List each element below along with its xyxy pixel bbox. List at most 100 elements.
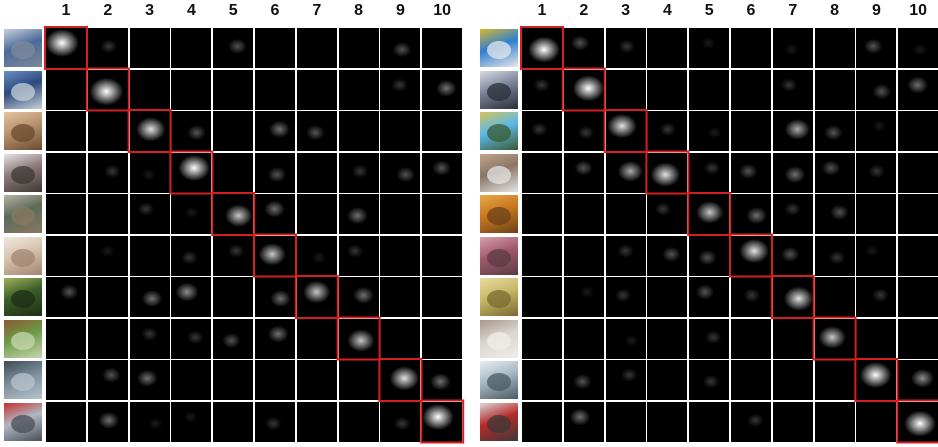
saliency-cell <box>213 318 254 359</box>
saliency-cell <box>647 360 688 400</box>
saliency-cell <box>898 401 938 442</box>
saliency-cell <box>380 277 421 317</box>
saliency-cell <box>814 235 855 276</box>
saliency-cell <box>296 360 337 400</box>
saliency-cell <box>563 360 604 400</box>
saliency-cell <box>689 401 730 442</box>
saliency-cell <box>689 152 730 193</box>
saliency-cell <box>296 28 337 68</box>
saliency-cell <box>129 318 170 359</box>
saliency-cell <box>213 235 254 276</box>
saliency-cell <box>87 194 128 234</box>
saliency-cell <box>87 401 128 442</box>
highlight-box <box>896 399 938 444</box>
saliency-cell <box>731 152 771 193</box>
saliency-cell <box>856 235 897 276</box>
car-photo <box>480 70 518 109</box>
saliency-cell <box>46 28 86 68</box>
saliency-cell <box>563 152 604 193</box>
saliency-cell <box>171 194 212 234</box>
diagonal-highlight <box>520 26 938 444</box>
saliency-cell <box>422 277 463 317</box>
saliency-cell <box>422 194 463 234</box>
saliency-cell <box>647 152 688 193</box>
saliency-cell <box>171 111 212 151</box>
saliency-cell <box>898 277 938 317</box>
column-label: 7 <box>788 2 798 19</box>
dog-photo <box>480 236 518 275</box>
saliency-cell <box>898 28 938 68</box>
saliency-cell <box>87 235 128 276</box>
saliency-cell <box>856 111 897 151</box>
saliency-cell <box>213 28 254 68</box>
saliency-cell <box>129 28 170 68</box>
saliency-cell <box>46 152 86 193</box>
column-label: 9 <box>871 2 881 19</box>
saliency-cell <box>731 69 771 110</box>
saliency-cell <box>898 235 938 276</box>
saliency-cell <box>605 28 646 68</box>
highlight-box <box>729 233 773 278</box>
highlight-box <box>294 275 339 319</box>
column-label: 2 <box>103 2 113 19</box>
saliency-cell <box>46 360 86 400</box>
saliency-cell <box>255 194 295 234</box>
saliency-cell <box>856 360 897 400</box>
saliency-cell <box>129 277 170 317</box>
saliency-cell <box>255 152 295 193</box>
saliency-cell <box>605 277 646 317</box>
deer-photo <box>480 195 518 233</box>
saliency-cell <box>772 277 813 317</box>
saliency-cell <box>46 111 86 151</box>
saliency-cell <box>522 194 562 234</box>
saliency-cell <box>296 277 337 317</box>
saliency-cell <box>814 194 855 234</box>
saliency-cell <box>380 194 421 234</box>
highlight-box <box>854 358 899 402</box>
saliency-cell <box>856 277 897 317</box>
highlight-box <box>85 67 130 112</box>
saliency-cell <box>772 194 813 234</box>
saliency-cell <box>213 277 254 317</box>
bird-photo <box>480 112 518 150</box>
highlight-box <box>520 26 564 70</box>
saliency-cell <box>522 111 562 151</box>
saliency-cell <box>296 235 337 276</box>
highlight-box <box>687 192 732 236</box>
saliency-cell <box>129 360 170 400</box>
highlight-box <box>378 358 423 402</box>
truck-photo <box>480 402 518 441</box>
saliency-cell <box>380 69 421 110</box>
saliency-cell <box>898 194 938 234</box>
highlight-box <box>770 275 815 319</box>
saliency-cell <box>255 360 295 400</box>
saliency-cell <box>213 69 254 110</box>
saliency-cell <box>87 318 128 359</box>
column-label: 10 <box>909 2 928 19</box>
saliency-cell <box>605 152 646 193</box>
saliency-cell <box>522 401 562 442</box>
saliency-cell <box>129 194 170 234</box>
saliency-cell <box>171 235 212 276</box>
saliency-cell <box>338 28 379 68</box>
saliency-cell <box>647 194 688 234</box>
frog-photo <box>4 278 42 316</box>
saliency-cell <box>522 360 562 400</box>
saliency-cell <box>605 69 646 110</box>
saliency-cell <box>563 28 604 68</box>
deer-photo <box>4 195 42 233</box>
saliency-cell <box>129 69 170 110</box>
saliency-cell <box>46 277 86 317</box>
saliency-cell <box>380 235 421 276</box>
column-label: 5 <box>704 2 714 19</box>
saliency-cell <box>689 28 730 68</box>
column-label: 2 <box>579 2 589 19</box>
saliency-cell <box>422 318 463 359</box>
saliency-cell <box>689 318 730 359</box>
saliency-cell <box>213 152 254 193</box>
saliency-cell <box>296 111 337 151</box>
saliency-cell <box>731 194 771 234</box>
cat-photo <box>480 153 518 192</box>
column-label: 5 <box>228 2 238 19</box>
highlight-box <box>336 316 381 361</box>
